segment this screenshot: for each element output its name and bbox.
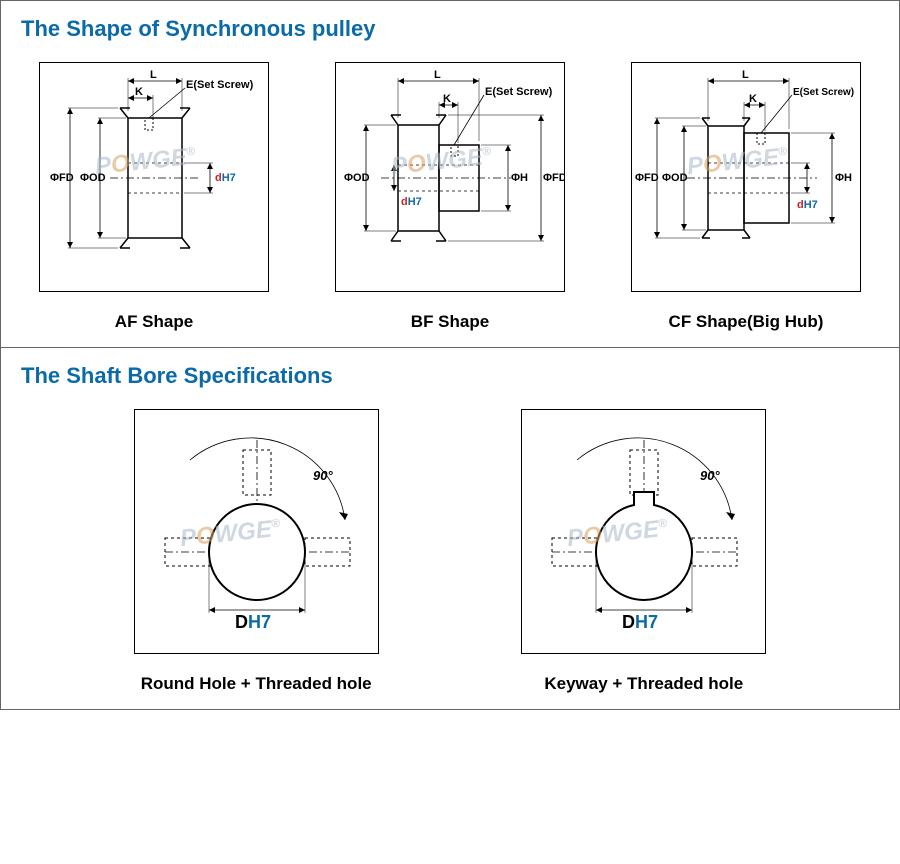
keyway-diagram: POWGE® 90° [521, 409, 766, 654]
keyway-svg: 90° DH7 [522, 410, 766, 654]
label-h7: H7 [804, 199, 818, 211]
label-h7: H7 [408, 196, 422, 208]
svg-text:dH7: dH7 [401, 196, 422, 208]
af-svg: E(Set Screw) L [40, 63, 269, 292]
label-d: d [401, 196, 408, 208]
label-od: ΦOD [344, 172, 370, 184]
cf-diagram: POWGE® [631, 62, 861, 292]
bore-row: POWGE® 90° [21, 409, 879, 694]
svg-text:DH7: DH7 [235, 612, 271, 632]
round-caption: Round Hole + Threaded hole [134, 674, 379, 694]
bf-caption: BF Shape [335, 312, 565, 332]
label-angle: 90° [313, 468, 333, 483]
label-h7: H7 [635, 612, 658, 632]
label-e: E(Set Screw) [186, 79, 254, 91]
section-bore: The Shaft Bore Specifications POWGE® [1, 347, 899, 709]
label-od: ΦOD [662, 172, 688, 184]
label-D: D [622, 612, 635, 632]
label-od: ΦOD [80, 172, 106, 184]
label-l: L [434, 69, 441, 81]
label-h7: H7 [248, 612, 271, 632]
cf-caption: CF Shape(Big Hub) [631, 312, 861, 332]
label-l: L [150, 69, 157, 81]
svg-text:dH7: dH7 [215, 172, 236, 184]
section-bore-title: The Shaft Bore Specifications [21, 363, 879, 389]
label-d: d [215, 172, 222, 184]
label-e: E(Set Screw) [485, 86, 553, 98]
label-fd: ΦFD [543, 172, 565, 184]
section-shape: The Shape of Synchronous pulley POWGE® [1, 1, 899, 347]
shape-row: POWGE® [21, 62, 879, 332]
af-diagram: POWGE® [39, 62, 269, 292]
label-fd: ΦFD [635, 172, 659, 184]
label-k: K [443, 93, 451, 105]
round-svg: 90° DH7 [135, 410, 379, 654]
label-k: K [135, 86, 143, 98]
svg-text:DH7: DH7 [622, 612, 658, 632]
af-caption: AF Shape [39, 312, 269, 332]
round-diagram: POWGE® 90° [134, 409, 379, 654]
bf-diagram: POWGE® [335, 62, 565, 292]
label-k: K [749, 93, 757, 105]
label-angle: 90° [700, 468, 720, 483]
label-h: ΦH [835, 172, 852, 184]
shape-af: POWGE® [39, 62, 269, 332]
section-shape-title: The Shape of Synchronous pulley [21, 16, 879, 42]
label-d: d [797, 199, 804, 211]
label-l: L [742, 69, 749, 81]
label-h: ΦH [511, 172, 528, 184]
cf-svg: E(Set Screw) L [632, 63, 861, 292]
bf-svg: E(Set Screw) L [336, 63, 565, 292]
shape-cf: POWGE® [631, 62, 861, 332]
label-e: E(Set Screw) [793, 87, 854, 98]
label-fd: ΦFD [50, 172, 74, 184]
keyway-caption: Keyway + Threaded hole [521, 674, 766, 694]
bore-keyway: POWGE® 90° [521, 409, 766, 694]
shape-bf: POWGE® [335, 62, 565, 332]
label-D: D [235, 612, 248, 632]
label-h7: H7 [222, 172, 236, 184]
svg-text:dH7: dH7 [797, 199, 818, 211]
bore-round: POWGE® 90° [134, 409, 379, 694]
